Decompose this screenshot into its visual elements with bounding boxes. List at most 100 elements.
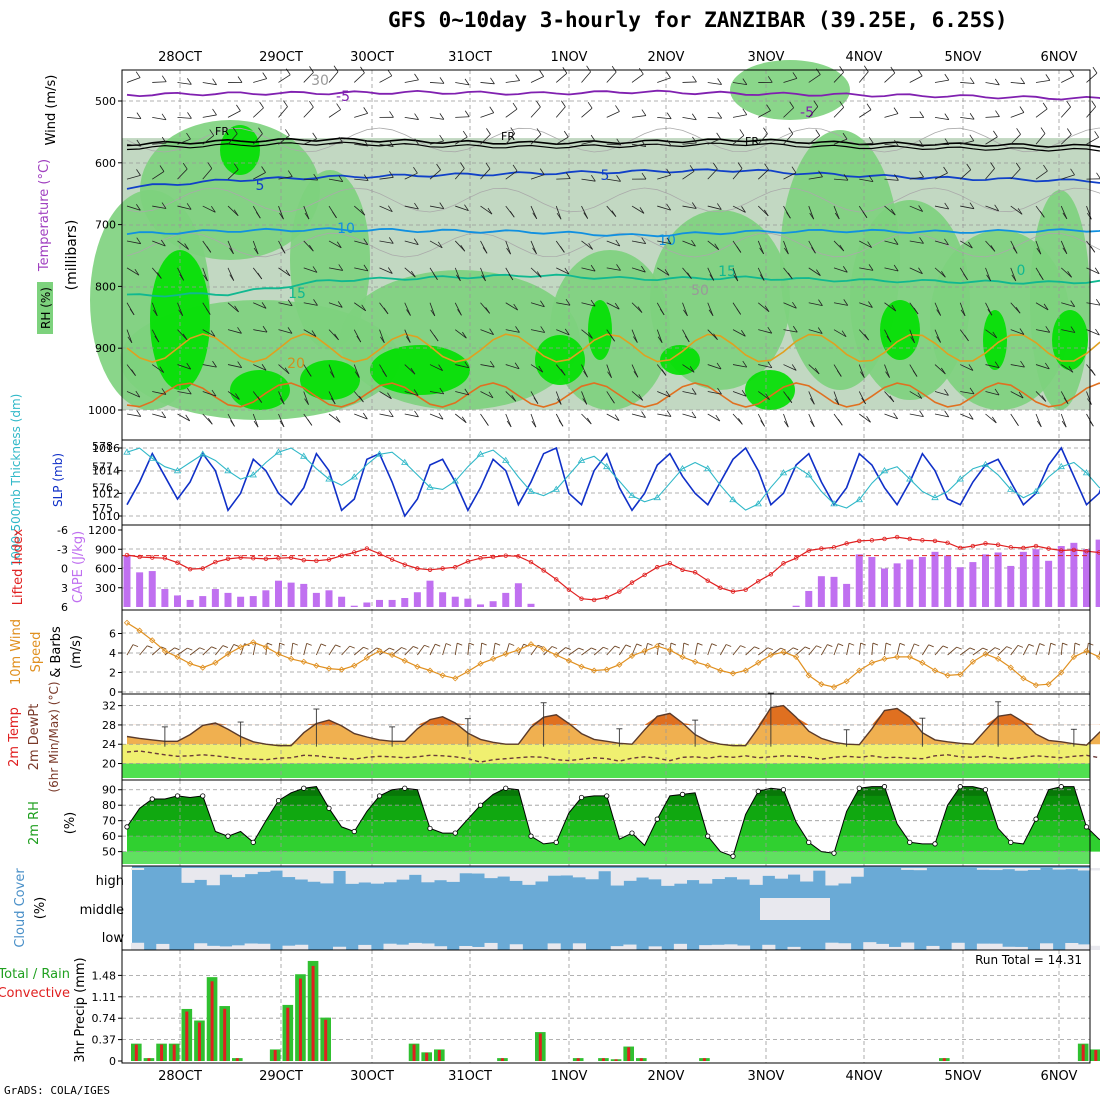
ua-barb-1-74 bbox=[1060, 106, 1071, 118]
cape-bar-69 bbox=[994, 552, 1002, 607]
date-label-bottom-8: 5NOV bbox=[945, 1069, 982, 1084]
cloud-low-65 bbox=[951, 942, 965, 950]
ua-barb-flag-9-12 bbox=[284, 367, 290, 374]
ua-barb-0-20 bbox=[379, 75, 393, 83]
rh-point-46 bbox=[705, 833, 711, 839]
li-point-12 bbox=[276, 556, 281, 561]
ua-barb-4-6 bbox=[202, 205, 216, 213]
thickness-point-70 bbox=[1007, 485, 1015, 492]
wind-barb-flag-32 bbox=[537, 644, 544, 648]
wind-speed-point-24 bbox=[426, 667, 434, 674]
wind-ticklabel-0: 0 bbox=[109, 686, 116, 699]
ua-barb-10-64 bbox=[934, 391, 949, 396]
ua-barb-2-30 bbox=[505, 133, 516, 145]
wind-barb-65 bbox=[947, 646, 957, 656]
ua-barb-8-30 bbox=[505, 329, 520, 333]
ua-barb-flag-7-8 bbox=[234, 305, 239, 313]
wind-barb-37 bbox=[593, 646, 604, 656]
precip-conv-22 bbox=[412, 1044, 416, 1061]
cloud-low-45 bbox=[699, 945, 713, 950]
ua-barb-flag-6-40 bbox=[641, 265, 646, 273]
ua-barb-flag-1-74 bbox=[1066, 100, 1071, 108]
ua-barb-flag-10-40 bbox=[638, 394, 644, 401]
cape-ticklabel-3: 1200 bbox=[88, 524, 116, 537]
wind-speed-point-58 bbox=[856, 667, 863, 674]
wind-speed-point-0 bbox=[123, 619, 131, 626]
precip-conv-76 bbox=[1094, 1050, 1098, 1061]
cloud-high-31 bbox=[522, 868, 536, 885]
cloud-low-50 bbox=[762, 944, 776, 950]
precip-ticklabel-1: 0.37 bbox=[92, 1034, 117, 1047]
ua-barb-6-42 bbox=[657, 267, 670, 276]
thickness-point-10 bbox=[249, 471, 257, 478]
rh-point-26 bbox=[452, 830, 458, 836]
li-point-44 bbox=[680, 567, 685, 572]
cloud-low-58 bbox=[863, 942, 877, 950]
ua-barb-0-70 bbox=[1010, 82, 1025, 85]
wind-barb-30 bbox=[505, 643, 510, 656]
cloud-high-48 bbox=[737, 868, 751, 880]
ua-barb-flag-0-70 bbox=[1020, 77, 1026, 84]
ua-barb-0-6 bbox=[202, 82, 217, 86]
ua-barb-flag-11-26 bbox=[461, 416, 467, 423]
page-title: GFS 0~10day 3-hourly for ZANZIBAR (39.25… bbox=[388, 8, 1008, 32]
ua-barb-flag-0-6 bbox=[212, 78, 217, 85]
temp-contour-1 bbox=[126, 137, 1100, 148]
ua-barb-11-4 bbox=[177, 413, 190, 422]
cape-bar-74 bbox=[1057, 546, 1065, 607]
wind-barb-69 bbox=[997, 646, 1008, 656]
contour-label-12: 30 bbox=[311, 73, 329, 89]
ua-barb-flag-10-50 bbox=[765, 393, 770, 400]
label-millibars: (millibars) bbox=[64, 220, 80, 291]
wind-barb-22 bbox=[404, 646, 414, 656]
ua-barb-6-70 bbox=[1010, 267, 1017, 282]
thickness-point-32 bbox=[527, 487, 535, 494]
precip-ticklabel-0: 0 bbox=[109, 1055, 116, 1068]
cloud-mid-block bbox=[760, 898, 830, 920]
rh-blob-23 bbox=[300, 360, 360, 400]
cape-bar-67 bbox=[969, 562, 977, 607]
ua-barb-5-52 bbox=[783, 240, 789, 255]
ua-barb-flag-1-8 bbox=[236, 104, 241, 112]
ua-barb-7-74 bbox=[1061, 302, 1075, 308]
ua-barb-flag-0-10 bbox=[262, 72, 268, 79]
date-label-top-2: 30OCT bbox=[350, 50, 394, 65]
ua-barb-flag-9-36 bbox=[583, 370, 588, 378]
li-point-52 bbox=[781, 561, 786, 566]
ua-barb-1-50 bbox=[758, 110, 771, 118]
label-convective: Convective bbox=[0, 986, 70, 1001]
li-point-46 bbox=[705, 578, 710, 583]
cape-bar-29 bbox=[489, 601, 497, 607]
wind-barb-64 bbox=[934, 645, 944, 656]
precip-conv-24 bbox=[437, 1050, 441, 1061]
rh-point-68 bbox=[982, 787, 989, 793]
cloud-high-56 bbox=[838, 868, 852, 884]
date-label-bottom-6: 3NOV bbox=[748, 1069, 785, 1084]
wind-speed-point-39 bbox=[616, 661, 623, 668]
ua-barb-flag-3-26 bbox=[460, 162, 465, 169]
ua-barb-flag-2-28 bbox=[486, 128, 491, 135]
ua-barb-flag-0-50 bbox=[767, 76, 773, 83]
ua-barb-flag-6-52 bbox=[787, 272, 793, 280]
ua-barb-flag-7-12 bbox=[287, 299, 293, 306]
ua-barb-6-58 bbox=[859, 267, 874, 271]
ua-barb-flag-4-34 bbox=[556, 212, 562, 220]
ua-barb-0-56 bbox=[833, 72, 844, 83]
ua-barb-11-44 bbox=[682, 413, 697, 419]
wind-barb-28 bbox=[480, 643, 483, 656]
ua-barb-flag-9-16 bbox=[329, 371, 335, 378]
ua-barb-6-54 bbox=[808, 267, 821, 276]
wind-barb-flag-68 bbox=[994, 647, 1001, 651]
cloud-high-7 bbox=[219, 868, 233, 875]
wind-barb-50 bbox=[757, 647, 769, 656]
ua-barb-flag-1-26 bbox=[464, 110, 470, 117]
ua-barb-7-34 bbox=[556, 302, 571, 306]
ua-barb-flag-6-32 bbox=[536, 271, 542, 278]
ua-barb-flag-9-24 bbox=[438, 364, 443, 371]
ua-barb-flag-6-44 bbox=[687, 272, 692, 279]
ua-barb-flag-5-32 bbox=[532, 247, 537, 255]
ua-barb-flag-7-30 bbox=[513, 303, 519, 311]
thickness-point-12 bbox=[274, 448, 283, 455]
wind-barb-flag-5 bbox=[199, 647, 205, 651]
ua-barb-2-28 bbox=[480, 134, 491, 145]
